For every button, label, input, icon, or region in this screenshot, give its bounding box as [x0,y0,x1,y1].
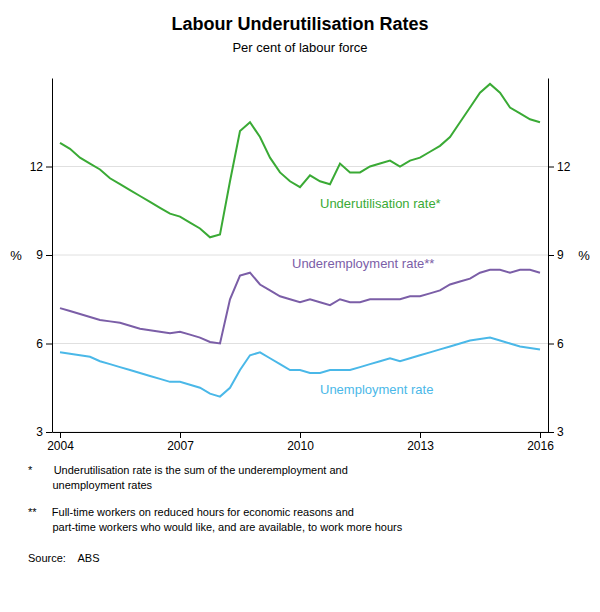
tick: 6 [36,337,52,351]
tick-mark [548,167,554,168]
tick-mark [540,432,541,438]
tick: 12 [30,160,52,174]
tick-label: 6 [36,337,43,351]
tick: 2013 [407,432,434,453]
chart: Labour Underutilisation Rates Per cent of… [0,0,600,612]
tick: 2007 [167,432,194,453]
tick-label: 2013 [407,439,434,453]
tick-label: 2016 [527,439,554,453]
tick-mark [46,344,52,345]
tick-label: 3 [557,425,564,439]
tick-mark [46,167,52,168]
tick: 9 [548,248,564,262]
tick-mark [548,432,554,433]
tick-label: 2010 [287,439,314,453]
tick: 6 [548,337,564,351]
tick-label: 2004 [47,439,74,453]
tick-label: 3 [36,425,43,439]
tick-label: 9 [36,248,43,262]
series-label: Underemployment rate** [292,256,434,271]
tick-label: 12 [30,160,44,174]
y2-axis: 3 6 9 12 [548,79,571,440]
plot-area: 200420072010201320163691236912%%Underuti… [10,79,590,453]
tick-mark [46,255,52,256]
tick: 9 [36,248,52,262]
tick-label: 6 [557,337,564,351]
series-line [60,338,540,397]
tick: 2016 [527,432,554,453]
tick: 12 [548,160,571,174]
tick-mark [300,432,301,438]
tick-mark [548,255,554,256]
tick-mark [180,432,181,438]
tick-label: 2007 [167,439,194,453]
series-label: Unemployment rate [320,382,433,397]
subtitle: Per cent of labour force [232,40,367,55]
tick-mark [46,432,52,433]
grid-line [52,343,548,344]
x-axis: 2004 2007 2010 2013 2016 [47,432,554,453]
lines [60,84,540,397]
tick-mark [548,344,554,345]
y2-axis-label: % [578,248,590,263]
footnote: ** Full-time workers on reduced hours fo… [28,506,403,533]
y-grid [52,167,548,433]
tick: 3 [36,425,52,439]
tick-label: 9 [557,248,564,262]
axis-line [52,79,53,433]
tick-label: 12 [557,160,571,174]
title: Labour Underutilisation Rates [171,14,428,34]
y-axis-label: % [10,248,22,263]
tick-mark [420,432,421,438]
tick: 2010 [287,432,314,453]
footnote: * Underutilisation rate is the sum of th… [28,464,348,491]
tick-mark [60,432,61,438]
tick: 3 [548,425,564,439]
series-line [60,84,540,237]
tick: 2004 [47,432,74,453]
series-line [60,270,540,344]
grid-line [52,166,548,167]
y-axis: 3 6 9 12 [30,79,53,440]
source: Source: ABS [28,552,100,564]
series-label: Underutilisation rate* [320,196,441,211]
